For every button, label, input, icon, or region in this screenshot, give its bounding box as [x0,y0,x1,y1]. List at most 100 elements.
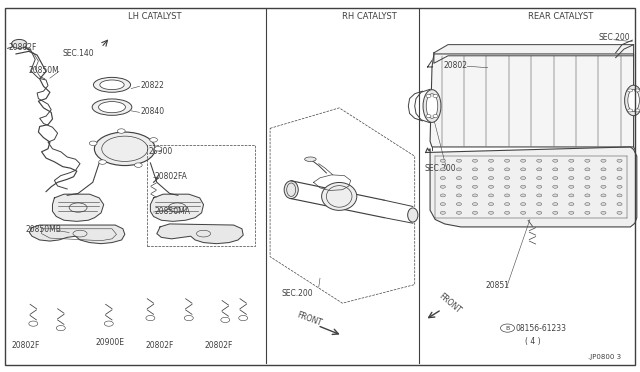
Circle shape [472,194,477,197]
Circle shape [146,315,155,321]
Circle shape [472,159,477,162]
Circle shape [426,115,431,118]
Circle shape [472,185,477,188]
Circle shape [553,177,558,180]
Circle shape [488,177,493,180]
Text: FRONT: FRONT [436,291,462,315]
Circle shape [617,211,622,214]
Circle shape [456,177,461,180]
Circle shape [537,168,542,171]
Circle shape [440,168,445,171]
Circle shape [585,177,590,180]
Text: SEC.200: SEC.200 [598,33,630,42]
Circle shape [440,185,445,188]
Circle shape [184,315,193,321]
Circle shape [456,194,461,197]
Ellipse shape [93,77,131,92]
Circle shape [537,177,542,180]
Circle shape [601,211,606,214]
Circle shape [440,194,445,197]
Text: FRONT: FRONT [296,311,323,328]
Circle shape [553,159,558,162]
Circle shape [553,168,558,171]
Polygon shape [434,45,634,63]
Circle shape [617,168,622,171]
Text: 20802F: 20802F [146,341,174,350]
Circle shape [537,203,542,206]
Circle shape [628,89,633,92]
Text: 20850MA: 20850MA [155,207,191,216]
Circle shape [617,203,622,206]
Circle shape [90,141,97,145]
Circle shape [504,168,509,171]
Ellipse shape [628,89,639,112]
Circle shape [601,185,606,188]
Circle shape [433,94,438,97]
Circle shape [118,129,125,133]
Circle shape [553,185,558,188]
Circle shape [617,159,622,162]
Circle shape [12,39,27,48]
Ellipse shape [100,80,124,90]
Circle shape [585,194,590,197]
Circle shape [488,159,493,162]
Circle shape [488,168,493,171]
Text: 20840: 20840 [141,107,165,116]
Circle shape [504,185,509,188]
Ellipse shape [426,94,438,118]
Circle shape [472,211,477,214]
Circle shape [29,321,38,326]
Polygon shape [52,194,104,221]
Text: 20802F: 20802F [8,43,36,52]
Circle shape [504,194,509,197]
Polygon shape [157,224,243,244]
Text: SEC.140: SEC.140 [63,49,94,58]
Circle shape [440,211,445,214]
Text: SEC.200: SEC.200 [282,289,313,298]
Ellipse shape [99,102,125,113]
Circle shape [504,177,509,180]
Text: RH CATALYST: RH CATALYST [342,12,397,21]
Circle shape [134,163,142,167]
Circle shape [553,211,558,214]
Circle shape [585,211,590,214]
Text: ( 4 ): ( 4 ) [525,337,540,346]
Text: 20822: 20822 [141,81,164,90]
Circle shape [569,203,574,206]
Circle shape [585,159,590,162]
Circle shape [601,159,606,162]
Polygon shape [29,225,125,244]
Text: 20900: 20900 [148,147,173,156]
Circle shape [617,185,622,188]
Circle shape [553,194,558,197]
Circle shape [488,185,493,188]
Ellipse shape [625,85,640,116]
Circle shape [456,159,461,162]
Text: 20850M: 20850M [29,66,60,75]
Circle shape [628,109,633,112]
Circle shape [569,211,574,214]
Text: 20900E: 20900E [96,338,125,347]
Ellipse shape [95,132,156,166]
Ellipse shape [284,181,298,199]
Text: 20802FA: 20802FA [155,172,188,181]
Circle shape [221,317,230,323]
Text: 20851: 20851 [485,281,509,290]
Circle shape [154,147,162,151]
Text: 20850MB: 20850MB [26,225,61,234]
Circle shape [488,211,493,214]
Circle shape [601,203,606,206]
Circle shape [520,211,525,214]
Text: 20802F: 20802F [205,341,233,350]
Circle shape [488,203,493,206]
Circle shape [520,194,525,197]
Circle shape [601,177,606,180]
Circle shape [440,177,445,180]
Circle shape [56,326,65,331]
Circle shape [585,168,590,171]
Ellipse shape [408,208,418,222]
Text: 20802F: 20802F [12,341,40,350]
Circle shape [456,185,461,188]
Text: LH CATALYST: LH CATALYST [128,12,182,21]
Circle shape [585,185,590,188]
